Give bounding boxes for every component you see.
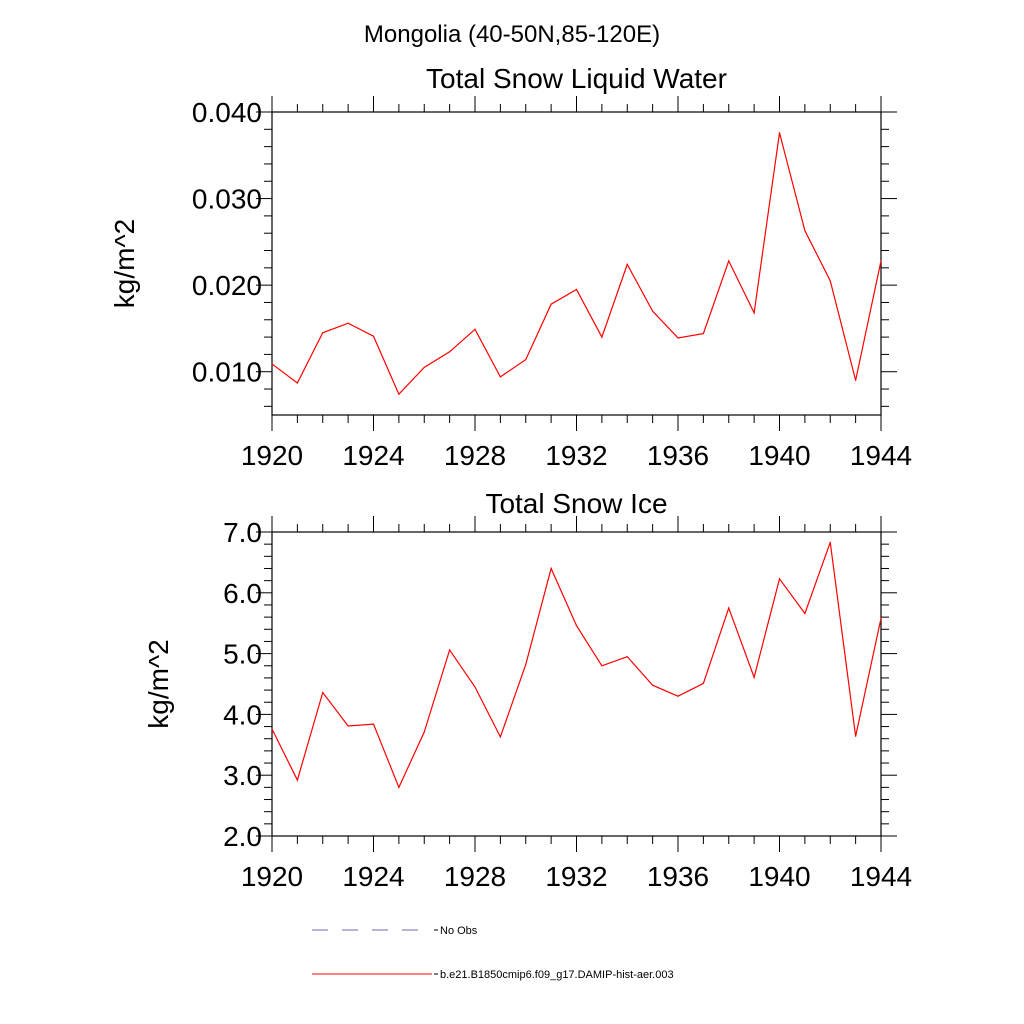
y-axis-label: kg/m^2 xyxy=(109,219,140,308)
data-point xyxy=(753,312,755,314)
y-tick-label: 4.0 xyxy=(223,699,262,730)
y-axis-label: kg/m^2 xyxy=(143,639,174,728)
x-tick-label: 1920 xyxy=(241,440,303,471)
data-point xyxy=(296,779,298,781)
data-point xyxy=(499,376,501,378)
panel-snow-ice: Total Snow Ice kg/m^2 1920 1924 1928 1932 1936… xyxy=(143,488,912,892)
x-tick-label: 1932 xyxy=(545,861,607,892)
series-line xyxy=(271,542,882,789)
y-tick-label: 0.040 xyxy=(192,97,262,128)
data-point xyxy=(296,382,298,384)
plot-frame xyxy=(271,111,882,416)
data-point xyxy=(652,310,654,312)
data-point xyxy=(525,663,527,666)
y-tick-label: 5.0 xyxy=(223,639,262,670)
data-point xyxy=(601,665,603,667)
data-point xyxy=(550,303,552,305)
y-tick-label: 6.0 xyxy=(223,578,262,609)
data-point xyxy=(855,735,857,737)
data-point xyxy=(347,322,349,324)
y-tick-label: 0.020 xyxy=(192,270,262,301)
data-point xyxy=(347,725,349,727)
y-tick-label: 2.0 xyxy=(223,821,262,852)
legend: No Obs b.e21.B1850cmip6.f09_g17.DAMIP-hi… xyxy=(312,925,674,981)
data-point xyxy=(423,366,425,368)
data-point xyxy=(778,578,781,580)
data-point xyxy=(804,230,806,232)
x-tick-label: 1936 xyxy=(647,440,709,471)
data-point xyxy=(474,686,476,688)
x-tick-label: 1928 xyxy=(444,440,506,471)
data-point xyxy=(855,379,857,381)
data-point xyxy=(474,328,476,330)
chart-title: Total Snow Liquid Water xyxy=(426,63,727,94)
data-point xyxy=(728,607,730,609)
data-point xyxy=(829,541,831,543)
data-point xyxy=(702,333,704,335)
data-point xyxy=(575,625,578,627)
legend-label-no-obs: No Obs xyxy=(440,925,478,937)
data-point xyxy=(778,132,781,134)
data-point xyxy=(880,260,882,262)
panel-snow-liquid-water: Total Snow Liquid Water kg/m^2 1920 1924 192… xyxy=(109,63,912,471)
data-point xyxy=(449,649,451,651)
data-point xyxy=(398,393,400,395)
data-point xyxy=(626,656,628,658)
legend-entry-no-obs: No Obs xyxy=(312,925,478,937)
data-point xyxy=(880,617,882,619)
x-tick-label: 1924 xyxy=(342,861,404,892)
x-tick-label: 1940 xyxy=(748,440,810,471)
x-tick-label: 1924 xyxy=(342,440,404,471)
x-tick-label: 1920 xyxy=(241,861,303,892)
x-tick-label: 1944 xyxy=(850,861,912,892)
x-tick-label: 1940 xyxy=(748,861,810,892)
figure-suptitle: Mongolia (40-50N,85-120E) xyxy=(364,21,660,48)
y-tick-label: 3.0 xyxy=(223,760,262,791)
data-point xyxy=(372,335,375,337)
data-point xyxy=(322,332,324,334)
data-point xyxy=(575,288,578,291)
y-tick-label: 7.0 xyxy=(223,517,262,548)
data-point xyxy=(728,260,730,262)
data-point xyxy=(550,567,552,570)
data-point xyxy=(677,695,679,697)
data-point xyxy=(702,682,704,684)
data-point xyxy=(372,723,375,725)
data-point xyxy=(677,337,679,339)
chart-title: Total Snow Ice xyxy=(485,488,667,519)
data-point xyxy=(601,336,603,338)
data-point xyxy=(525,358,527,361)
y-tick-label: 0.030 xyxy=(192,184,262,215)
series-line xyxy=(271,132,882,396)
data-point xyxy=(271,728,273,730)
data-point xyxy=(499,736,501,738)
data-point xyxy=(398,786,400,788)
data-point xyxy=(423,731,425,733)
data-point xyxy=(322,691,324,694)
x-tick-label: 1944 xyxy=(850,440,912,471)
x-tick-label: 1928 xyxy=(444,861,506,892)
plot-frame xyxy=(271,531,882,837)
data-point xyxy=(753,676,755,678)
data-point xyxy=(652,684,654,686)
data-point xyxy=(449,351,451,353)
legend-label-model-run: b.e21.B1850cmip6.f09_g17.DAMIP-hist-aer.… xyxy=(440,969,674,981)
legend-entry-model-run: b.e21.B1850cmip6.f09_g17.DAMIP-hist-aer.… xyxy=(312,969,674,981)
x-tick-label: 1936 xyxy=(647,861,709,892)
data-point xyxy=(804,612,806,615)
data-point xyxy=(829,280,831,282)
x-tick-label: 1932 xyxy=(545,440,607,471)
y-tick-label: 0.010 xyxy=(192,357,262,388)
data-point xyxy=(271,363,273,365)
data-point xyxy=(626,263,628,265)
